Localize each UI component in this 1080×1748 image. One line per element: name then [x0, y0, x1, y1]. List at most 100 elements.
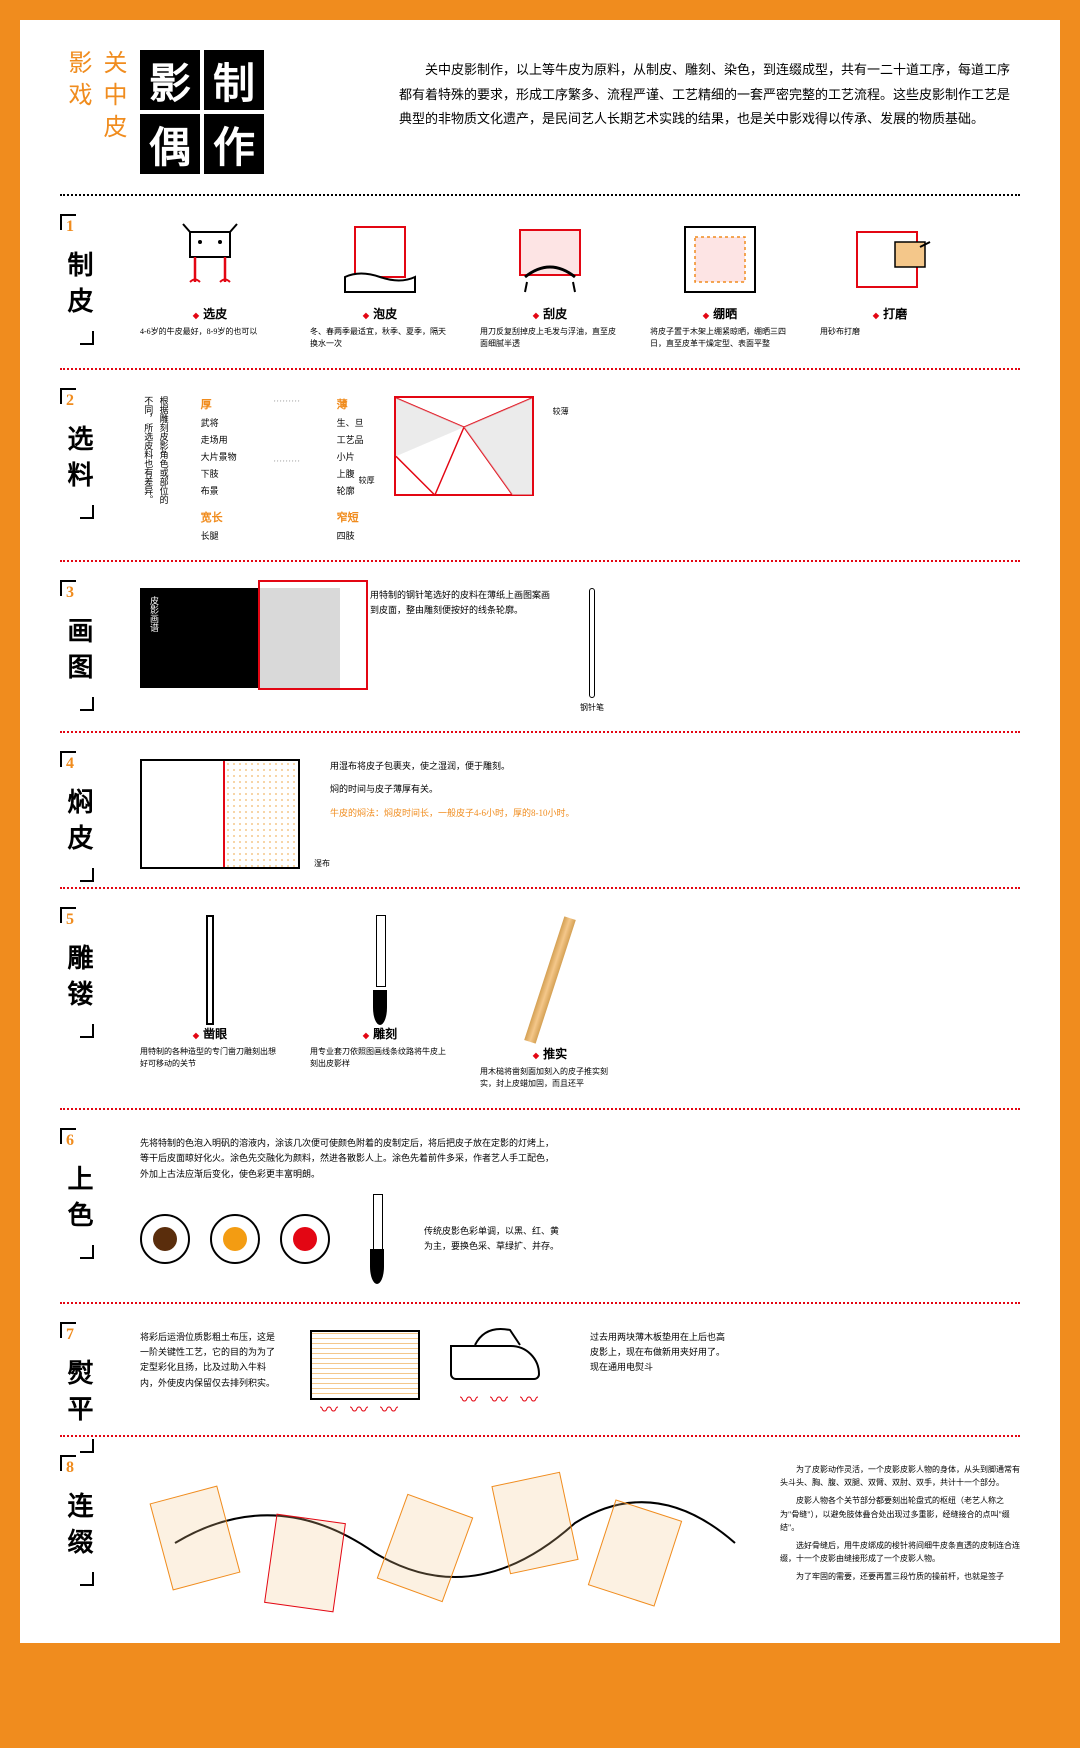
selection-note: 根据雕刻皮影角色或部位的不同，所选皮料也有差异。 — [140, 396, 171, 506]
table-cell: 下肢 — [201, 467, 237, 480]
section-title: 雕镂 — [60, 944, 97, 1016]
heat-icon: 〰〰〰 — [320, 1396, 398, 1422]
section-title: 连缀 — [60, 1492, 97, 1564]
section-body: 根据雕刻皮影角色或部位的不同，所选皮料也有差异。 厚 武将 走场用 大片景物 下… — [140, 388, 1020, 542]
section-title: 画图 — [60, 617, 97, 689]
section-body: 湿布 用湿布将皮子包裹夹，使之湿润，便于雕刻。 焖的时间与皮子薄厚有关。 牛皮的… — [140, 751, 1020, 869]
table-cell: 布景 — [201, 484, 237, 497]
title-char: 影 — [140, 50, 200, 110]
polish-icon — [845, 222, 935, 297]
iron-desc-right: 过去用两块薄木板垫用在上后也高皮影上，现在布做新用夹好用了。现在通用电熨斗 — [590, 1330, 730, 1376]
step-name: 雕刻 — [363, 1025, 397, 1042]
section-number-icon: 2 — [60, 388, 84, 412]
pen-label: 钢针笔 — [580, 702, 604, 713]
cloth-label: 湿布 — [314, 858, 330, 869]
step-item: 推实 用木槌将凿刻面加刻入的皮子推实刻实，封上皮蜡加固，而且还平 — [480, 915, 620, 1090]
step-desc: 用专业套刀依照图画线条纹路将牛皮上刻出皮影样 — [310, 1046, 450, 1070]
puppet-assembly — [140, 1463, 770, 1613]
divider — [60, 1302, 1020, 1304]
table-header: 薄 — [337, 396, 364, 412]
divider — [60, 1108, 1020, 1110]
color-swatches — [140, 1214, 330, 1264]
vertical-title: 关中皮影戏 — [60, 50, 130, 174]
header: 关中皮影戏 影 制 偶 作 关中皮影制作，以上等牛皮为原料，从制皮、雕刻、染色，… — [60, 50, 1020, 174]
divider — [60, 887, 1020, 889]
section-3: 3 画图 皮影画谱 用特制的钢针笔选好的皮料在薄纸上画图案画到皮面，整由雕刻便按… — [60, 580, 1020, 713]
bracket-icon — [80, 1572, 94, 1586]
drawing-desc: 用特制的钢针笔选好的皮料在薄纸上画图案画到皮面，整由雕刻便按好的线条轮廓。 — [370, 588, 550, 619]
label-thin: 较薄 — [553, 406, 569, 417]
divider — [60, 731, 1020, 733]
section-number-icon: 8 — [60, 1455, 84, 1479]
step-item: 打磨 用砂布打磨 — [820, 222, 960, 338]
step-desc: 用特制的各种造型的专门凿刀雕刻出想好可移动的关节 — [140, 1046, 280, 1070]
section-title: 焖皮 — [60, 788, 97, 860]
step-name: 绷晒 — [703, 305, 737, 322]
step-name: 泡皮 — [363, 305, 397, 322]
divider — [60, 194, 1020, 196]
section-title: 选料 — [60, 425, 97, 497]
step-desc: 将皮子置于木架上绷紧晾晒，绷晒三四日，直至皮革干燥定型、表面平整 — [650, 326, 790, 350]
section-body: 凿眼 用特制的各种造型的专门凿刀雕刻出想好可移动的关节 雕刻 用专业套刀依照图画… — [140, 907, 1020, 1090]
section-number-icon: 3 — [60, 580, 84, 604]
iron-icon: 〰〰〰 — [450, 1330, 560, 1390]
chisel-icon — [206, 915, 214, 1025]
soak-icon — [335, 222, 425, 297]
section-title: 熨平 — [60, 1359, 97, 1431]
color-dot-brown — [140, 1214, 190, 1264]
step-desc: 用刀反复刮掉皮上毛发与浮油，直至皮面细腻半透 — [480, 326, 620, 350]
infographic-page: 关中皮影戏 影 制 偶 作 关中皮影制作，以上等牛皮为原料，从制皮、雕刻、染色，… — [20, 20, 1060, 1643]
section-7: 7 熨平 将彩后运滑位质影粗土布压，这是一阶关键性工艺，它的目的为为了定型彩化且… — [60, 1322, 1020, 1417]
table-cell: 武将 — [201, 416, 237, 429]
step-name: 凿眼 — [193, 1025, 227, 1042]
simmer-desc: 用湿布将皮子包裹夹，使之湿润，便于雕刻。 焖的时间与皮子薄厚有关。 牛皮的焖法：… — [330, 759, 575, 821]
section-number-icon: 6 — [60, 1128, 84, 1152]
step-name: 选皮 — [193, 305, 227, 322]
section-body: 皮影画谱 用特制的钢针笔选好的皮料在薄纸上画图案画到皮面，整由雕刻便按好的线条轮… — [140, 580, 1020, 713]
divider — [60, 1435, 1020, 1437]
cloth-icon — [140, 759, 300, 869]
section-number-icon: 5 — [60, 907, 84, 931]
color-side-desc: 传统皮影色彩单调，以黑、红、黄为主，要换色采、草绿扩、并存。 — [424, 1224, 564, 1255]
step-desc: 冬、春两季最适宜，秋季、夏季，隔天换水一次 — [310, 326, 450, 350]
step-item: 刮皮 用刀反复刮掉皮上毛发与浮油，直至皮面细腻半透 — [480, 222, 620, 350]
section-body: 先将特制的色泡入明矾的溶液内，涂该几次便可使颜色附着的皮制定后，将后把皮子放在定… — [140, 1128, 1020, 1284]
table-cell: 走场用 — [201, 433, 237, 446]
table-cell: 大片景物 — [201, 450, 237, 463]
section-label: 7 熨平 — [60, 1322, 120, 1417]
section-label: 2 选料 — [60, 388, 120, 542]
color-desc: 先将特制的色泡入明矾的溶液内，涂该几次便可使颜色附着的皮制定后，将后把皮子放在定… — [140, 1136, 560, 1182]
table-header: 窄短 — [337, 509, 364, 525]
step-desc: 用木槌将凿刻面加刻入的皮子推实刻实，封上皮蜡加固，而且还平 — [480, 1066, 620, 1090]
section-2: 2 选料 根据雕刻皮影角色或部位的不同，所选皮料也有差异。 厚 武将 走场用 大… — [60, 388, 1020, 542]
section-body: 为了皮影动作灵活，一个皮影皮影人物的身体，从头到脚通常有头斗头、胸、腹、双腿、双… — [140, 1455, 1020, 1613]
title-block: 关中皮影戏 影 制 偶 作 — [60, 50, 369, 174]
section-label: 1 制皮 — [60, 214, 120, 350]
section-number-icon: 1 — [60, 214, 84, 238]
bracket-icon — [80, 697, 94, 711]
label-thick: 较厚 — [359, 475, 375, 486]
bracket-icon — [80, 1245, 94, 1259]
step-desc: 4-6岁的牛皮最好，8-9岁的也可以 — [140, 326, 280, 338]
section-title: 上色 — [60, 1165, 97, 1237]
table-cell: 生、旦 — [337, 416, 364, 429]
step-item: 雕刻 用专业套刀依照图画线条纹路将牛皮上刻出皮影样 — [310, 915, 450, 1070]
assembly-desc: 为了皮影动作灵活，一个皮影皮影人物的身体，从头到脚通常有头斗头、胸、腹、双腿、双… — [780, 1463, 1020, 1584]
table-header: 厚 — [201, 396, 237, 412]
title-char: 作 — [204, 114, 264, 174]
table-cell: 长腿 — [201, 529, 237, 542]
step-item: 泡皮 冬、春两季最适宜，秋季、夏季，隔天换水一次 — [310, 222, 450, 350]
section-1: 1 制皮 选皮 4-6岁的牛皮最好，8-9岁的也可以 泡皮 冬、春两季最适宜，秋… — [60, 214, 1020, 350]
section-4: 4 焖皮 湿布 用湿布将皮子包裹夹，使之湿润，便于雕刻。 焖的时间与皮子薄厚有关… — [60, 751, 1020, 869]
color-dot-red — [280, 1214, 330, 1264]
section-label: 4 焖皮 — [60, 751, 120, 869]
table-cell: 小片 — [337, 450, 364, 463]
step-item: 选皮 4-6岁的牛皮最好，8-9岁的也可以 — [140, 222, 280, 338]
section-label: 5 雕镂 — [60, 907, 120, 1090]
section-title: 制皮 — [60, 251, 97, 323]
color-dot-orange — [210, 1214, 260, 1264]
section-body: 选皮 4-6岁的牛皮最好，8-9岁的也可以 泡皮 冬、春两季最适宜，秋季、夏季，… — [140, 214, 1020, 350]
stretch-icon — [675, 222, 765, 297]
step-desc: 用砂布打磨 — [820, 326, 960, 338]
geometry-diagram: 较薄 较厚 — [394, 396, 534, 496]
